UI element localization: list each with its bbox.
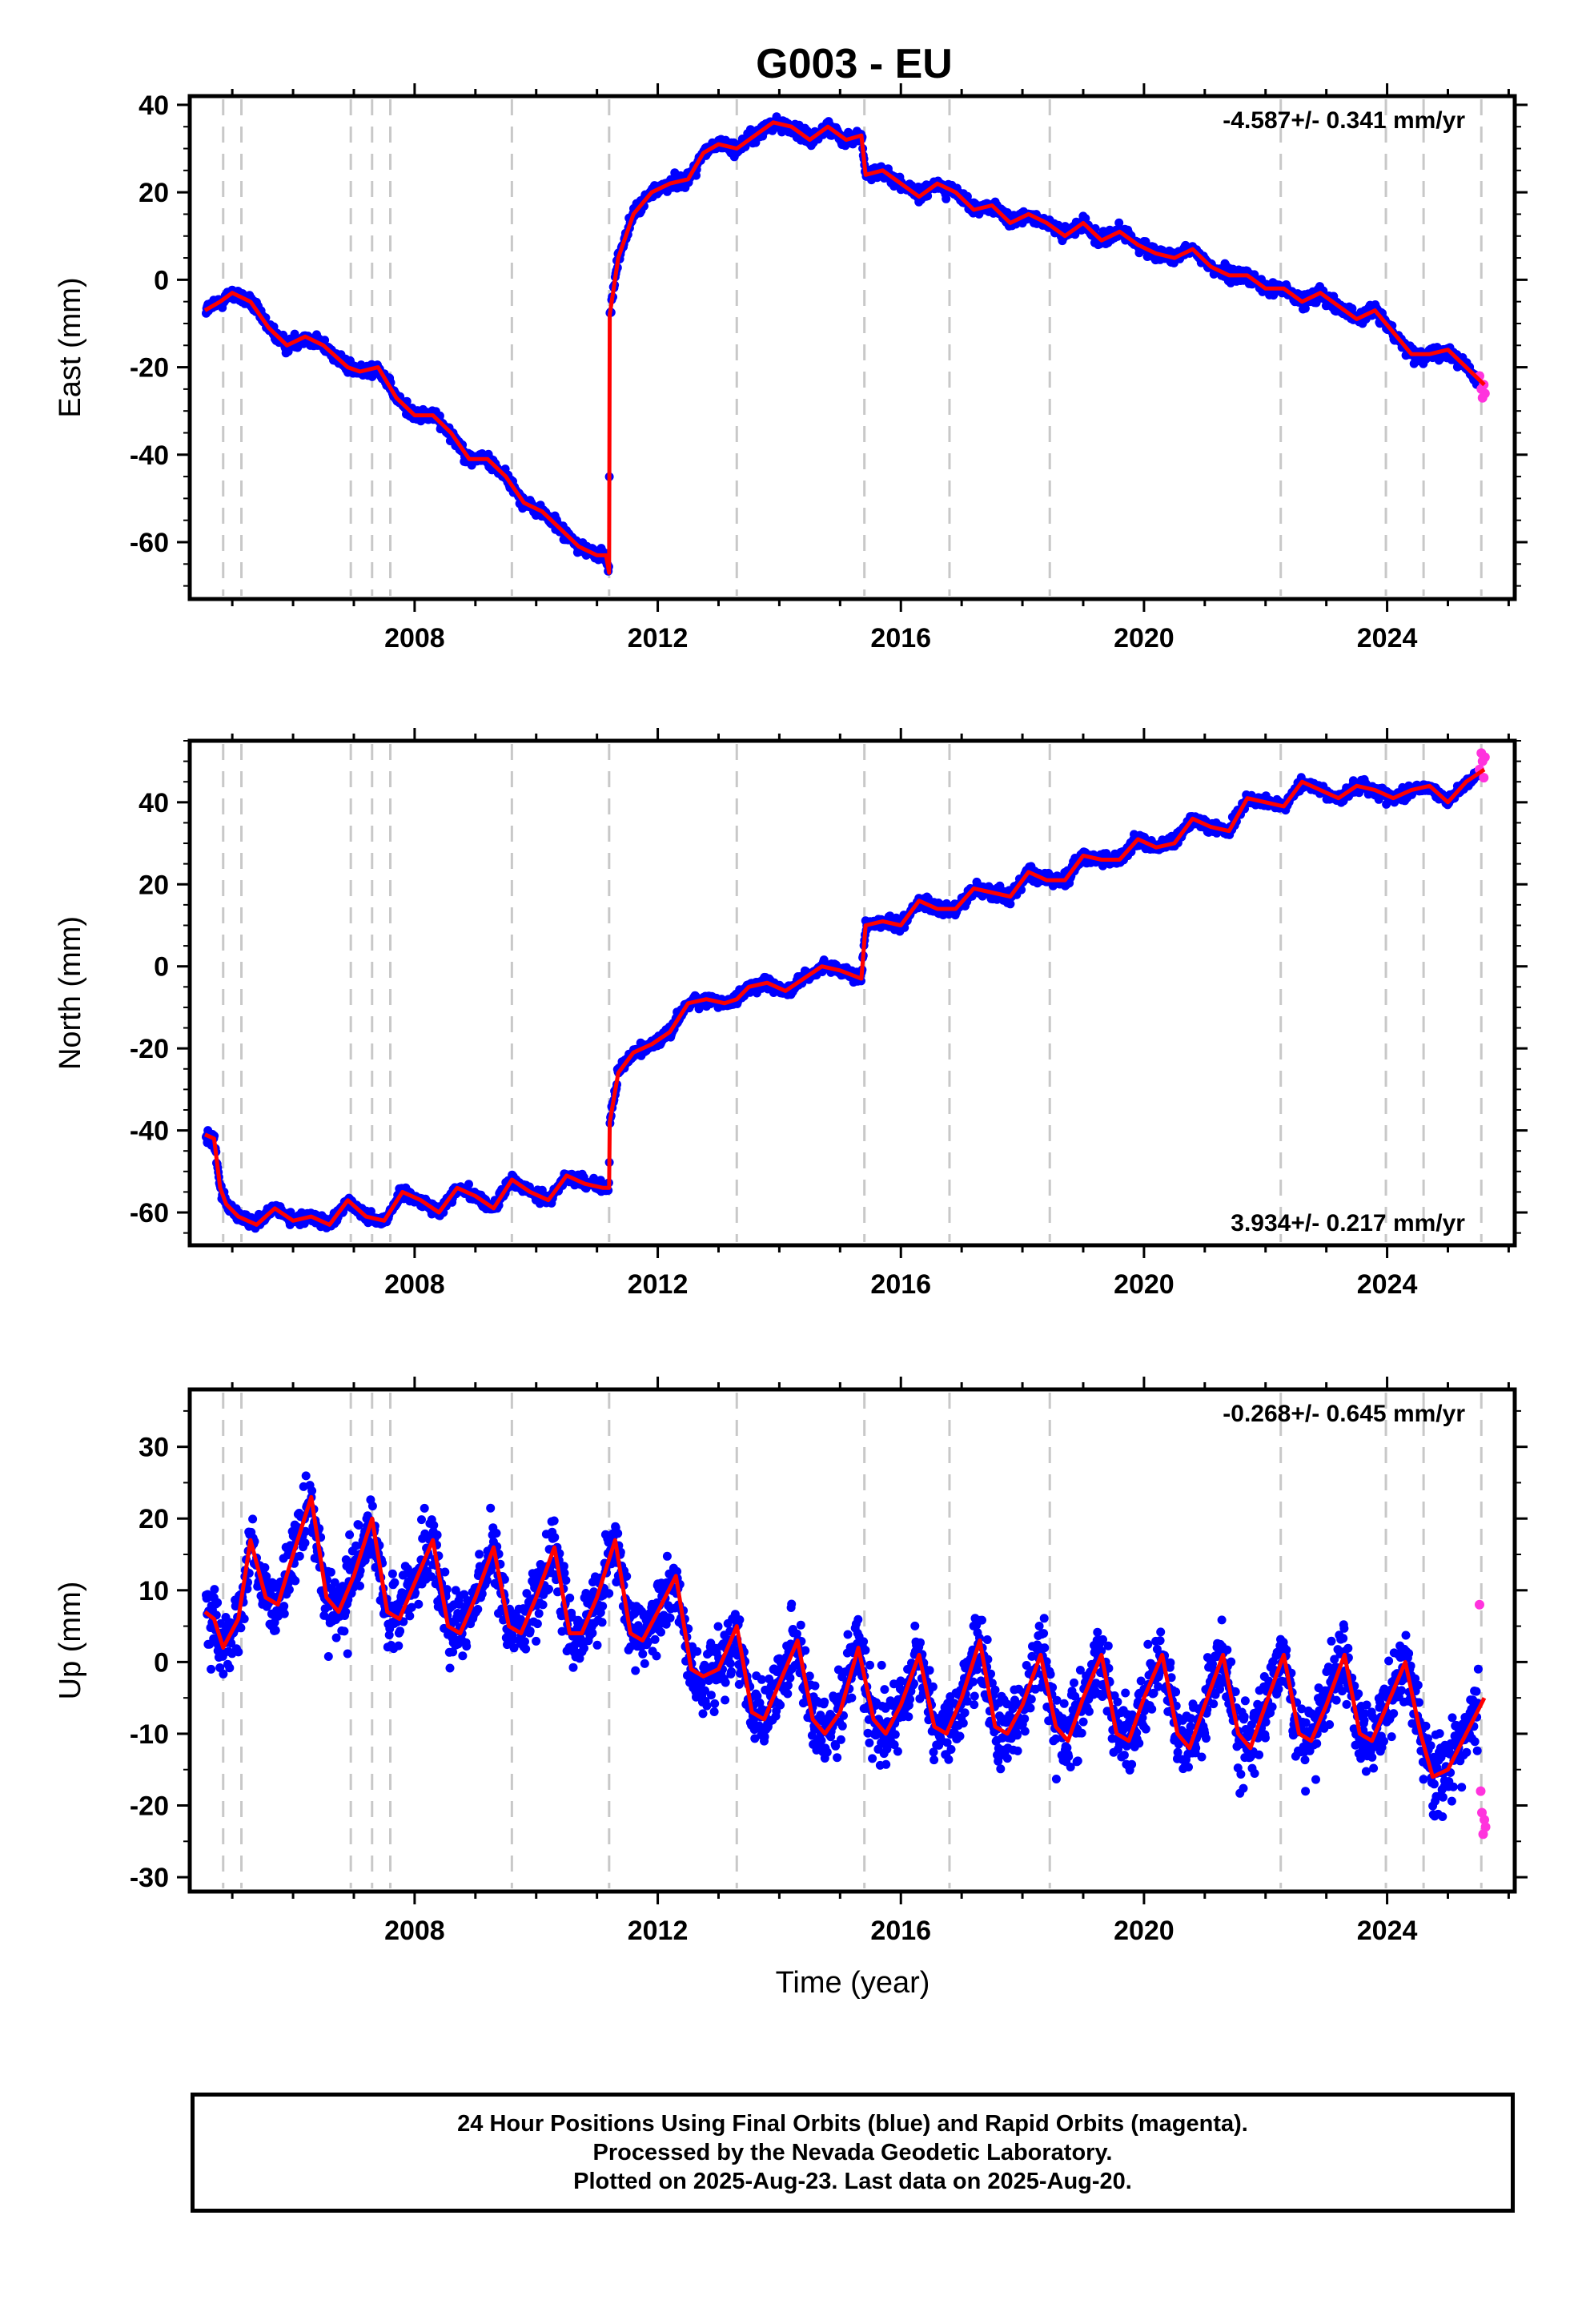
model-line [203,120,1486,575]
x-tick-label: 2012 [628,623,689,653]
data-point [279,1609,289,1618]
data-point [271,1626,280,1635]
data-point [1006,899,1015,909]
data-point [326,1567,335,1577]
data-point [225,1663,235,1673]
x-tick-label: 2012 [628,1269,689,1300]
y-tick-label: -60 [130,528,169,558]
y-tick-label: 0 [154,952,169,983]
y-axis-label: North (mm) [54,916,87,1070]
data-point [464,1180,473,1189]
rapid-point [1479,773,1489,783]
x-tick-label: 2016 [870,1269,931,1300]
x-tick-label: 2024 [1357,623,1418,653]
data-point [301,1526,311,1536]
data-point [234,1647,243,1657]
x-tick-label: 2020 [1114,623,1174,653]
data-point [279,1602,289,1611]
data-point [345,1530,355,1539]
y-tick-label: -20 [130,1034,169,1064]
x-tick-label: 2008 [384,1269,445,1300]
y-tick-label: 40 [139,788,169,818]
final-orbit-points [202,766,1483,1233]
data-point [1081,214,1090,223]
data-point [291,1576,300,1586]
data-point [295,1551,304,1561]
rapid-orbit-points [1474,371,1490,403]
y-tick-label: -40 [130,440,169,471]
data-point [239,1614,249,1623]
plot-frame [187,94,1517,601]
final-orbit-points [202,1471,1483,1821]
panel-east: 2008 2012 2016 2020 2024 40 20 0 -20 -40 -60 East (… [54,83,1528,653]
rapid-orbit-points [1474,748,1490,783]
data-point [219,1669,228,1679]
panel-north: 2008 2012 2016 2020 2024 40 20 0 -20 -40 -60 North … [54,728,1528,1300]
x-axis: 2008 2012 2016 2020 2024 [231,728,1510,1300]
y-tick-label: 20 [139,870,169,900]
data-point [307,1486,317,1496]
y-tick-label: -40 [130,1116,169,1147]
y-tick-label: 0 [154,265,169,296]
data-point [942,194,951,203]
x-tick-label: 2008 [384,623,445,653]
rate-label: 3.934+/- 0.217 mm/yr [1231,1210,1465,1236]
data-point [236,1623,246,1633]
data-point [330,1578,339,1587]
event-lines [222,744,1483,1242]
model-line [203,767,1486,1227]
data-point [354,1521,363,1530]
data-point [320,336,330,345]
data-point [207,1664,216,1674]
data-point [284,1585,294,1594]
y-axis: 40 20 0 -20 -40 -60 [130,90,1528,587]
data-point [248,1514,258,1524]
data-point [339,1626,349,1636]
plot-frame [187,738,1517,1248]
data-point [260,1563,270,1572]
rapid-point [1480,388,1490,399]
data-point [210,1585,219,1594]
data-point [331,1633,341,1642]
final-orbit-points [202,112,1483,576]
data-point [351,1541,361,1550]
y-tick-label: -60 [130,1198,169,1228]
y-axis-label: East (mm) [54,277,87,417]
data-point [300,1538,310,1548]
plot-title: G003 - EU [756,41,953,87]
x-tick-label: 2020 [1114,1269,1174,1300]
data-point [213,1598,223,1607]
event-lines [222,1393,1483,1888]
x-tick-label: 2024 [1357,1269,1418,1300]
y-tick-label: 20 [139,178,169,208]
rapid-point [1480,752,1490,762]
x-tick-label: 2016 [870,623,931,653]
y-axis: 40 20 0 -20 -40 -60 [130,740,1528,1234]
event-lines [222,99,1483,596]
data-point [341,1607,351,1617]
rate-label: -4.587+/- 0.341 mm/yr [1223,107,1465,134]
data-point [343,1649,352,1659]
data-point [323,1652,333,1661]
data-point [301,1471,311,1481]
x-axis: 2008 2012 2016 2020 2024 [231,83,1510,653]
y-tick-label: -20 [130,353,169,384]
y-tick-label: 40 [139,90,169,121]
